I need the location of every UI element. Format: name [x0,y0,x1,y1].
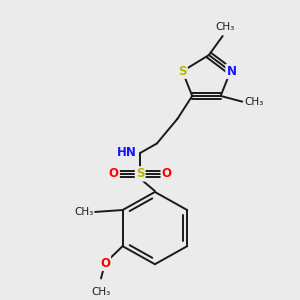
Text: O: O [162,167,172,180]
Text: CH₃: CH₃ [74,207,93,217]
Text: O: O [100,257,110,270]
Text: S: S [178,65,187,78]
Text: CH₃: CH₃ [92,287,111,297]
Text: O: O [109,167,119,180]
Text: S: S [136,167,144,180]
Text: CH₃: CH₃ [244,97,263,107]
Text: HN: HN [116,146,136,160]
Text: CH₃: CH₃ [215,22,234,32]
Text: N: N [226,65,236,78]
